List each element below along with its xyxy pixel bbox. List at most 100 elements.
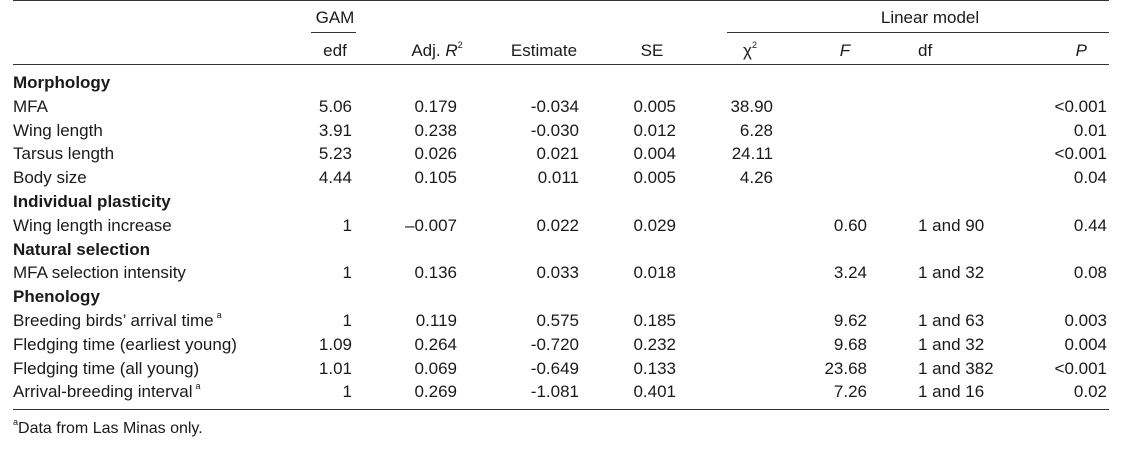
col-header-adj-r2: Adj. R2 [411, 40, 463, 61]
cell-se: 0.185 [633, 311, 676, 330]
cell-df: 1 and 32 [918, 263, 985, 282]
col-header-edf: edf [323, 41, 347, 60]
cell-se: 0.005 [633, 97, 676, 116]
cell-p: 0.04 [1073, 168, 1107, 187]
section-heading: Natural selection [13, 240, 150, 259]
cell-f: 23.68 [824, 359, 867, 378]
cell-f: 9.62 [833, 311, 867, 330]
row-label: Fledging time (earliest young) [13, 335, 237, 354]
gam-group-header: GAM [315, 8, 355, 27]
row-label: Wing length [13, 121, 103, 140]
cell-df: 1 and 382 [918, 359, 994, 378]
cell-p: 0.08 [1073, 263, 1107, 282]
cell-p: 0.01 [1073, 121, 1107, 140]
footnote-ref: a [216, 310, 222, 320]
cell-adj-r2: 0.105 [414, 168, 457, 187]
cell-adj-r2: 0.119 [415, 311, 457, 330]
cell-f: 7.26 [833, 382, 867, 401]
cell-adj-r2: 0.136 [414, 263, 457, 282]
cell-df: 1 and 90 [918, 216, 985, 235]
cell-se: 0.029 [633, 216, 676, 235]
row-label: Fledging time (all young) [13, 359, 200, 378]
col-header-chi2: χ2 [743, 40, 757, 61]
cell-p: <0.001 [1054, 359, 1107, 378]
cell-chi2: 24.11 [731, 144, 773, 163]
section-heading: Phenology [13, 287, 100, 306]
cell-estimate: -0.034 [530, 97, 579, 116]
cell-se: 0.232 [633, 335, 676, 354]
footnote-ref: a [195, 381, 201, 391]
table-bottom-rule [13, 409, 1109, 410]
footnote: aData from Las Minas only. [13, 417, 203, 439]
col-header-f: F [839, 41, 851, 60]
cell-adj-r2: 0.264 [414, 335, 457, 354]
cell-f: 3.24 [833, 263, 867, 282]
cell-se: 0.004 [633, 144, 676, 163]
cell-estimate: 0.021 [536, 144, 579, 163]
header-bottom-rule [13, 64, 1109, 65]
cell-estimate: 0.011 [537, 168, 579, 187]
section-heading: Morphology [13, 73, 111, 92]
footnote-marker: a [13, 417, 19, 427]
row-label: Breeding birds’ arrival time a [13, 310, 222, 331]
cell-se: 0.018 [633, 263, 676, 282]
linear-model-group-header: Linear model [880, 8, 980, 27]
cell-p: 0.44 [1073, 216, 1107, 235]
cell-adj-r2: 0.179 [414, 97, 457, 116]
cell-f: 0.60 [833, 216, 867, 235]
table-top-rule [13, 0, 1109, 1]
row-label: Tarsus length [13, 144, 115, 163]
footnote-text: Data from Las Minas only. [18, 420, 203, 437]
cell-adj-r2: 0.238 [414, 121, 457, 140]
cell-p: <0.001 [1054, 144, 1107, 163]
linear-model-group-rule [727, 32, 1109, 33]
col-header-df: df [918, 41, 933, 60]
cell-estimate: 0.033 [536, 263, 579, 282]
cell-estimate: -0.720 [530, 335, 579, 354]
cell-edf: 1 [342, 311, 352, 330]
cell-adj-r2: –0.007 [405, 216, 457, 235]
cell-adj-r2: 0.069 [414, 359, 457, 378]
cell-edf: 4.44 [318, 168, 352, 187]
cell-adj-r2: 0.269 [414, 382, 457, 401]
cell-chi2: 6.28 [739, 121, 773, 140]
cell-estimate: -0.649 [530, 359, 579, 378]
cell-edf: 1 [342, 216, 352, 235]
row-label: Body size [13, 168, 87, 187]
cell-chi2: 38.90 [730, 97, 773, 116]
cell-adj-r2: 0.026 [414, 144, 457, 163]
cell-se: 0.401 [633, 382, 676, 401]
cell-df: 1 and 32 [918, 335, 985, 354]
col-header-p: P [1075, 41, 1087, 60]
cell-f: 9.68 [833, 335, 867, 354]
cell-estimate: -0.030 [530, 121, 579, 140]
cell-df: 1 and 16 [918, 382, 985, 401]
row-label: Arrival-breeding interval a [13, 381, 201, 402]
cell-edf: 1.09 [318, 335, 352, 354]
cell-se: 0.133 [633, 359, 676, 378]
cell-edf: 1 [342, 382, 352, 401]
row-label: Wing length increase [13, 216, 172, 235]
col-header-se: SE [640, 41, 664, 60]
cell-se: 0.005 [633, 168, 676, 187]
cell-p: 0.02 [1073, 382, 1107, 401]
cell-edf: 3.91 [318, 121, 352, 140]
cell-p: 0.004 [1064, 335, 1107, 354]
cell-p: <0.001 [1054, 97, 1107, 116]
cell-se: 0.012 [633, 121, 676, 140]
cell-df: 1 and 63 [918, 311, 985, 330]
cell-edf: 5.23 [318, 144, 352, 163]
col-header-estimate: Estimate [510, 41, 578, 60]
cell-edf: 5.06 [318, 97, 352, 116]
cell-estimate: 0.575 [536, 311, 579, 330]
cell-estimate: 0.022 [536, 216, 579, 235]
section-heading: Individual plasticity [13, 192, 171, 211]
row-label: MFA [13, 97, 48, 116]
cell-edf: 1 [342, 263, 352, 282]
cell-edf: 1.01 [318, 359, 352, 378]
gam-group-rule [311, 32, 356, 33]
row-label: MFA selection intensity [13, 263, 186, 282]
cell-chi2: 4.26 [739, 168, 773, 187]
cell-p: 0.003 [1064, 311, 1107, 330]
